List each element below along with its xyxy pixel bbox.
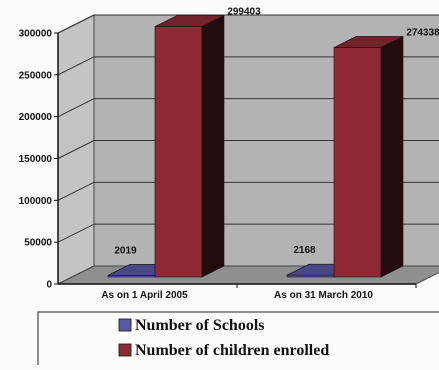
data-label: 2168 xyxy=(293,245,316,256)
bar-top xyxy=(154,15,225,27)
gridline-side xyxy=(57,14,95,34)
y-tick-label: 50000 xyxy=(24,238,52,249)
legend-swatch xyxy=(118,343,132,357)
data-label: 299403 xyxy=(227,6,261,17)
bar-top xyxy=(333,36,404,48)
bar-front xyxy=(154,26,203,278)
y-tick-label: 200000 xyxy=(19,112,53,123)
legend-box xyxy=(37,311,439,370)
data-label: 2019 xyxy=(114,245,137,256)
gridline-side xyxy=(57,223,95,243)
bar-side xyxy=(380,35,404,278)
y-tick-label: 150000 xyxy=(19,154,53,165)
y-tick-label: 250000 xyxy=(19,70,53,81)
y-tick-label: 300000 xyxy=(19,29,53,40)
bar-front xyxy=(333,47,382,278)
gridline-side xyxy=(57,98,95,118)
legend-label: Number of children enrolled xyxy=(135,342,329,359)
x-tick-label: As on 1 April 2005 xyxy=(101,290,188,301)
bar-side xyxy=(201,15,225,278)
gridline-side xyxy=(57,181,95,201)
y-tick-label: 100000 xyxy=(19,196,53,207)
data-label: 274338 xyxy=(406,27,439,38)
legend-label: Number of Schools xyxy=(135,317,265,334)
y-tick-label: 0 xyxy=(46,280,52,291)
gridline-side xyxy=(57,140,95,159)
gridline-side xyxy=(57,56,95,76)
x-tick-label: As on 31 March 2010 xyxy=(274,290,373,301)
legend-swatch xyxy=(118,318,132,332)
